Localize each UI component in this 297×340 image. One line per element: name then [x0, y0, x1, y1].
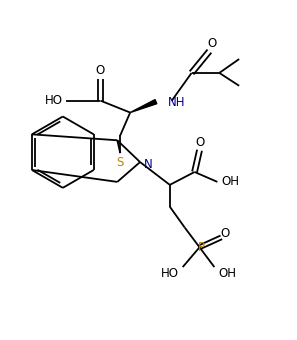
Text: S: S	[117, 156, 124, 169]
Text: O: O	[208, 37, 217, 50]
Polygon shape	[130, 100, 157, 113]
Text: O: O	[195, 136, 204, 149]
Text: O: O	[96, 65, 105, 78]
Text: OH: OH	[218, 267, 236, 279]
Text: NH: NH	[168, 96, 185, 109]
Text: HO: HO	[45, 94, 63, 107]
Text: P: P	[198, 241, 205, 254]
Text: O: O	[221, 227, 230, 240]
Text: OH: OH	[221, 175, 239, 188]
Text: N: N	[144, 157, 152, 171]
Text: HO: HO	[161, 267, 179, 279]
